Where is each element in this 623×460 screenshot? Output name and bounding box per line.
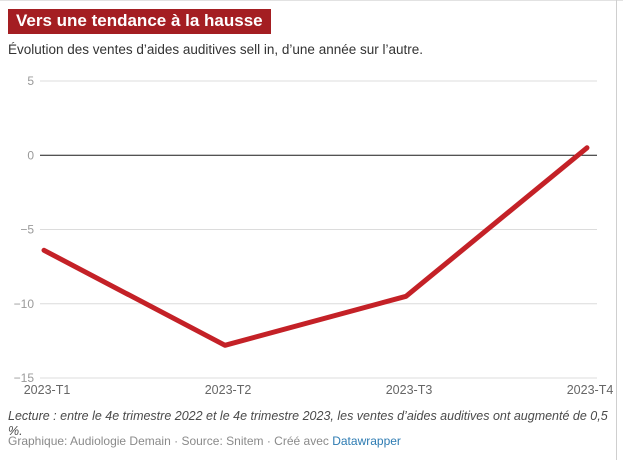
data-line-series: [41, 145, 590, 348]
y-tick-label: 0: [27, 148, 34, 162]
y-tick-label: 5: [27, 74, 34, 88]
y-tick-label: −5: [20, 223, 34, 237]
chart-title: Vers une tendance à la hausse: [8, 9, 271, 34]
y-tick-label: −10: [14, 297, 35, 311]
chart-subtitle: Évolution des ventes d’aides auditives s…: [8, 42, 424, 57]
y-tick-label: −15: [14, 371, 35, 385]
credit-separator: ·: [170, 434, 182, 448]
x-tick-label: 2023-T4: [567, 383, 614, 397]
right-border: [616, 0, 617, 460]
x-tick-label: 2023-T1: [24, 383, 71, 397]
top-border: [0, 0, 623, 1]
credit-created: Créé avec: [274, 434, 329, 448]
x-tick-label: 2023-T3: [386, 383, 433, 397]
credit-source: Source: Snitem: [181, 434, 264, 448]
reading-note: Lecture : entre le 4e trimestre 2022 et …: [8, 409, 608, 438]
credit-separator: ·: [263, 434, 275, 448]
chart-credit: Graphique: Audiologie Demain · Source: S…: [8, 434, 608, 448]
datawrapper-link[interactable]: Datawrapper: [332, 434, 401, 448]
credit-graphique: Graphique: Audiologie Demain: [8, 434, 171, 448]
x-tick-label: 2023-T2: [205, 383, 252, 397]
